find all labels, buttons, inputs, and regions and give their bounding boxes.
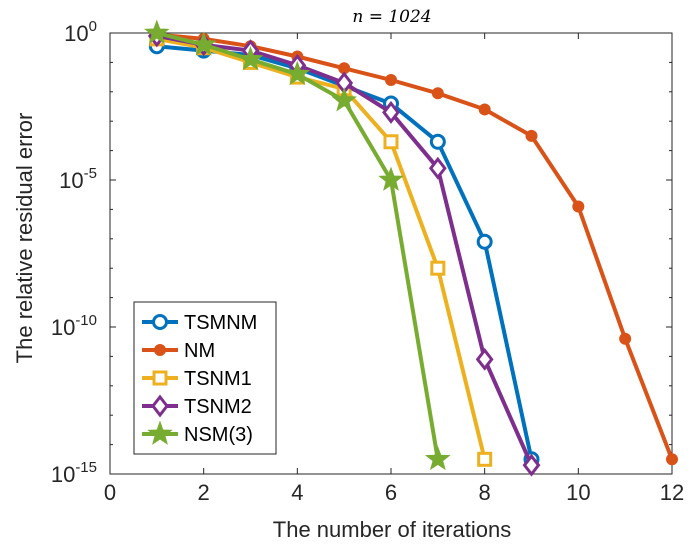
legend-marker-tsnm1 — [152, 370, 168, 386]
y-tick-label: 100 — [64, 18, 97, 46]
legend-item-nsm-3: NSM(3) — [142, 420, 253, 446]
data-point-tsmnm — [429, 133, 446, 150]
y-tick-label: 10-10 — [51, 312, 97, 340]
legend-marker-tsmnm — [152, 314, 168, 330]
series-line-tsnm1 — [156, 36, 487, 460]
data-point-tsmnm — [476, 233, 493, 250]
data-point-nm — [478, 103, 491, 116]
data-point-nm — [666, 453, 678, 466]
x-tick-label: 2 — [198, 480, 210, 505]
legend-marker-nm — [154, 344, 166, 356]
series-line-nm — [156, 32, 674, 461]
series-nsm-3 — [144, 19, 451, 471]
legend-label-tsnm2: TSNM2 — [184, 396, 252, 418]
x-tick-label: 6 — [385, 480, 397, 505]
data-point-tsnm1 — [383, 134, 399, 150]
series-nm — [150, 28, 678, 466]
data-point-tsnm1 — [477, 451, 493, 467]
legend-label-nm: NM — [184, 340, 215, 362]
data-point-nsm-3 — [378, 166, 404, 191]
legend-marker-nsm-3 — [147, 420, 173, 445]
x-tick-label: 4 — [291, 480, 303, 505]
x-axis-ticks: 0 2 4 6 8 10 12 — [104, 33, 684, 505]
y-axis-label: The relative residual error — [12, 113, 37, 364]
legend-item-tsnm1: TSNM1 — [142, 368, 252, 390]
y-tick-label: 10-5 — [59, 165, 97, 193]
data-point-nsm-3 — [425, 445, 451, 471]
x-tick-label: 12 — [660, 480, 684, 505]
x-tick-label: 10 — [566, 480, 590, 505]
series-layer — [144, 19, 678, 477]
data-point-nsm-3 — [284, 60, 311, 86]
data-point-tsnm2 — [475, 347, 494, 371]
x-tick-label: 0 — [104, 480, 116, 505]
legend-item-tsmnm: TSMNM — [142, 312, 257, 334]
data-point-nm — [525, 129, 538, 142]
legend-label-tsnm1: TSNM1 — [184, 368, 252, 390]
legend: TSMNM NM TSNM1 TSNM2 NSM(3) — [133, 301, 277, 455]
data-point-tsnm2 — [522, 453, 541, 477]
chart-title: n = 1024 — [352, 7, 431, 27]
data-point-tsnm1 — [430, 260, 446, 276]
data-point-nsm-3 — [144, 19, 170, 44]
data-point-nm — [431, 87, 444, 100]
data-point-nm — [619, 332, 632, 345]
x-tick-label: 8 — [479, 480, 491, 505]
legend-marker-tsnm2 — [151, 394, 169, 418]
legend-label-nsm-3: NSM(3) — [184, 424, 253, 446]
data-point-tsnm2 — [428, 156, 447, 180]
y-axis-ticks: 100 10-5 10-10 10-15 — [51, 18, 672, 487]
data-point-nm — [385, 74, 397, 87]
legend-item-nm: NM — [142, 340, 215, 362]
y-tick-label: 10-15 — [51, 459, 97, 487]
data-point-nm — [572, 200, 585, 213]
data-point-nsm-3 — [190, 31, 217, 56]
legend-item-tsnm2: TSNM2 — [142, 394, 252, 418]
legend-label-tsmnm: TSMNM — [184, 312, 257, 334]
x-axis-label: The number of iterations — [273, 517, 511, 542]
data-point-tsnm2 — [382, 100, 400, 124]
data-point-nsm-3 — [237, 46, 264, 71]
data-point-nsm-3 — [331, 87, 357, 112]
